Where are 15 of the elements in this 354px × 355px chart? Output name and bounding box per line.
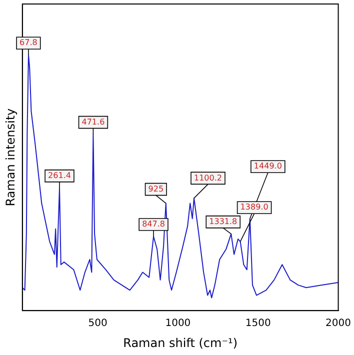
x-axis-title: Raman shift (cm⁻¹): [123, 336, 238, 350]
annotation: 261.4: [48, 171, 71, 180]
annotation: 1449.0: [254, 162, 282, 171]
annotation: 67.8: [20, 38, 38, 48]
x-tick-label: 1500: [245, 318, 271, 330]
annotation: 1331.8: [209, 217, 238, 226]
x-tick-label: 2000: [326, 318, 351, 330]
annotation: 925: [148, 184, 164, 194]
x-tick-label: 500: [88, 318, 108, 330]
annotation: 471.6: [82, 117, 105, 126]
annotation: 1100.2: [194, 173, 222, 182]
annotation: 1389.0: [240, 202, 268, 212]
annotation: 847.8: [142, 220, 165, 229]
x-tick-label: 1000: [165, 318, 191, 330]
y-axis-title: Raman intensity: [3, 108, 18, 206]
